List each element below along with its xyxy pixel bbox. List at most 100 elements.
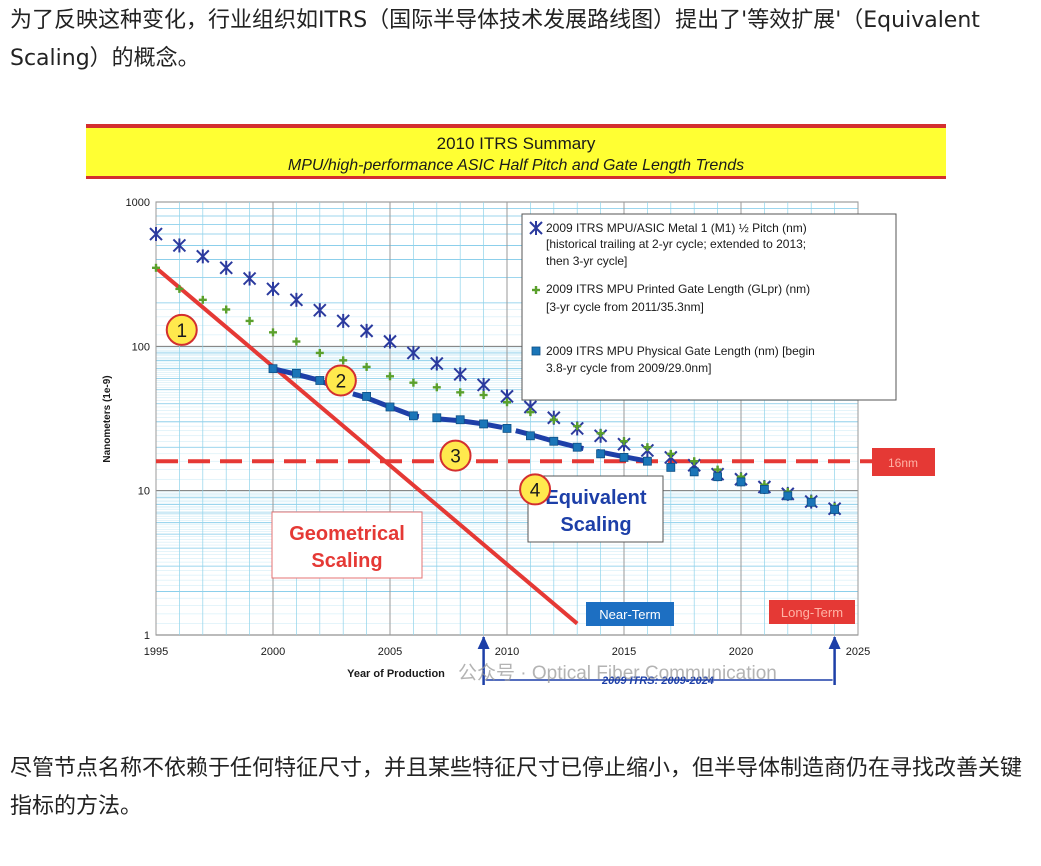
glphys-point [268, 364, 278, 374]
legend-marker-glpr [532, 286, 540, 294]
series-3 [268, 364, 839, 514]
chart-subtitle: MPU/high-performance ASIC Half Pitch and… [288, 157, 744, 174]
glpr-point [432, 383, 441, 392]
title-band [86, 128, 946, 176]
glpr-point [620, 437, 628, 446]
m1-point [289, 292, 304, 307]
title-band-border-top [86, 124, 946, 128]
x-tick-label: 2005 [378, 646, 402, 658]
glphys-point [432, 413, 442, 423]
m1-point [383, 334, 397, 349]
glphys-point [315, 376, 325, 385]
y-tick-label: 1 [144, 630, 150, 642]
y-axis-label: Nanometers (1e-9) [102, 375, 113, 462]
chart-title: 2010 ITRS Summary [437, 134, 596, 153]
x-tick-label: 1995 [144, 646, 168, 658]
legend: 2009 ITRS MPU/ASIC Metal 1 (M1) ½ Pitch … [521, 213, 897, 401]
glphys-point [619, 453, 629, 462]
m1-point [476, 377, 491, 392]
glpr-point [222, 305, 231, 314]
range-arrow-head [828, 636, 841, 649]
glpr-point [666, 449, 675, 458]
numbered-point-label: 1 [176, 321, 187, 342]
glphys-point [596, 449, 606, 459]
glpr-point [339, 356, 348, 365]
glpr-point [315, 348, 324, 357]
near-term-label: Near-Term [599, 607, 660, 622]
glphys-point [713, 472, 722, 482]
m1-point [453, 367, 467, 382]
numbered-points-layer: 1 2 3 4 [165, 313, 552, 506]
glpr-point [386, 372, 394, 381]
glphys-point [572, 442, 582, 452]
glphys-point [760, 485, 769, 494]
glpr-point [713, 465, 722, 474]
numbered-point-label: 3 [450, 447, 461, 468]
m1-point [336, 313, 350, 328]
long-term-label: Long-Term [781, 605, 843, 620]
geometric-scaling-layer [154, 266, 579, 626]
glphys-point [362, 391, 372, 401]
watermark: 公众号 · Optical Fiber Communication [458, 662, 777, 684]
glpr-point [245, 316, 254, 325]
y-tick-label: 100 [132, 341, 150, 353]
range-arrow-head [477, 636, 490, 649]
geometric-scaling-line [154, 266, 579, 626]
numbered-point-circle [519, 473, 552, 506]
legend-glpr-name: 2009 ITRS MPU Printed Gate Length (GLpr)… [546, 282, 810, 296]
glpr-point [690, 457, 699, 466]
m1-point [172, 238, 187, 253]
axis-ticks: 1995 2000 2005 2010 2015 2020 2025 1000 100 10 1 [126, 197, 871, 658]
glphys-point [806, 497, 816, 507]
glpr-point [479, 391, 488, 400]
geometrical-scaling-line-1: Geometrical [289, 523, 405, 545]
glpr-point [175, 284, 184, 293]
glphys-point [479, 419, 489, 429]
x-tick-label: 2000 [261, 646, 285, 658]
glpr-point [643, 443, 652, 452]
glpr-point [152, 263, 160, 272]
series-layer [149, 227, 842, 516]
glphys-point [291, 368, 301, 378]
y-tick-label: 1000 [126, 197, 150, 209]
glpr-point [596, 429, 605, 438]
numbered-point-circle [165, 313, 198, 346]
glpr-point [362, 362, 371, 371]
range-layer [477, 636, 841, 685]
glpr-point [526, 408, 535, 417]
glpr-point [198, 295, 207, 304]
numbered-point-circle [324, 364, 357, 397]
glphys-point [502, 424, 512, 433]
glphys-point [666, 462, 676, 472]
m1-point [149, 227, 163, 242]
numbered-point-label: 2 [336, 371, 347, 392]
glphys-point [643, 456, 652, 466]
legend-box [521, 213, 897, 401]
geometrical-scaling-line-2: Scaling [311, 550, 382, 572]
legend-m1-note-2: then 3-yr cycle] [546, 254, 627, 268]
m1-point [406, 345, 421, 360]
reference-label-box [872, 448, 935, 476]
y-tick-label: 10 [138, 486, 150, 498]
bottom-range-label: 2009 ITRS: 2009-2024 [601, 675, 714, 687]
glpr-point [456, 388, 465, 397]
glpr-point [292, 337, 301, 346]
legend-m1-name: 2009 ITRS MPU/ASIC Metal 1 (M1) ½ Pitch … [546, 221, 807, 235]
legend-m1-note-1: [historical trailing at 2-yr cycle; exte… [546, 237, 806, 251]
m1-point [359, 323, 374, 338]
glphys-point [783, 491, 793, 501]
legend-glpr-note: [3-yr cycle from 2011/35.3nm] [546, 300, 704, 314]
m1-point [196, 249, 210, 264]
numbered-point-label: 4 [530, 480, 541, 501]
x-tick-label: 2020 [729, 646, 753, 658]
legend-marker-m1 [529, 221, 543, 235]
glpr-point [269, 328, 277, 337]
geometrical-scaling-label: Geometrical Scaling [271, 511, 423, 579]
paragraph-top: 为了反映这种变化，行业组织如ITRS（国际半导体技术发展路线图）提出了'等效扩展… [10, 8, 980, 71]
glphys-point [830, 505, 839, 514]
glpr-point [409, 378, 418, 387]
legend-marker-gl-phys [531, 346, 541, 356]
legend-glphys-name: 2009 ITRS MPU Physical Gate Length (nm) … [546, 344, 815, 358]
legend-marker-asterisk [529, 221, 543, 235]
numbered-point-circle [439, 439, 472, 472]
